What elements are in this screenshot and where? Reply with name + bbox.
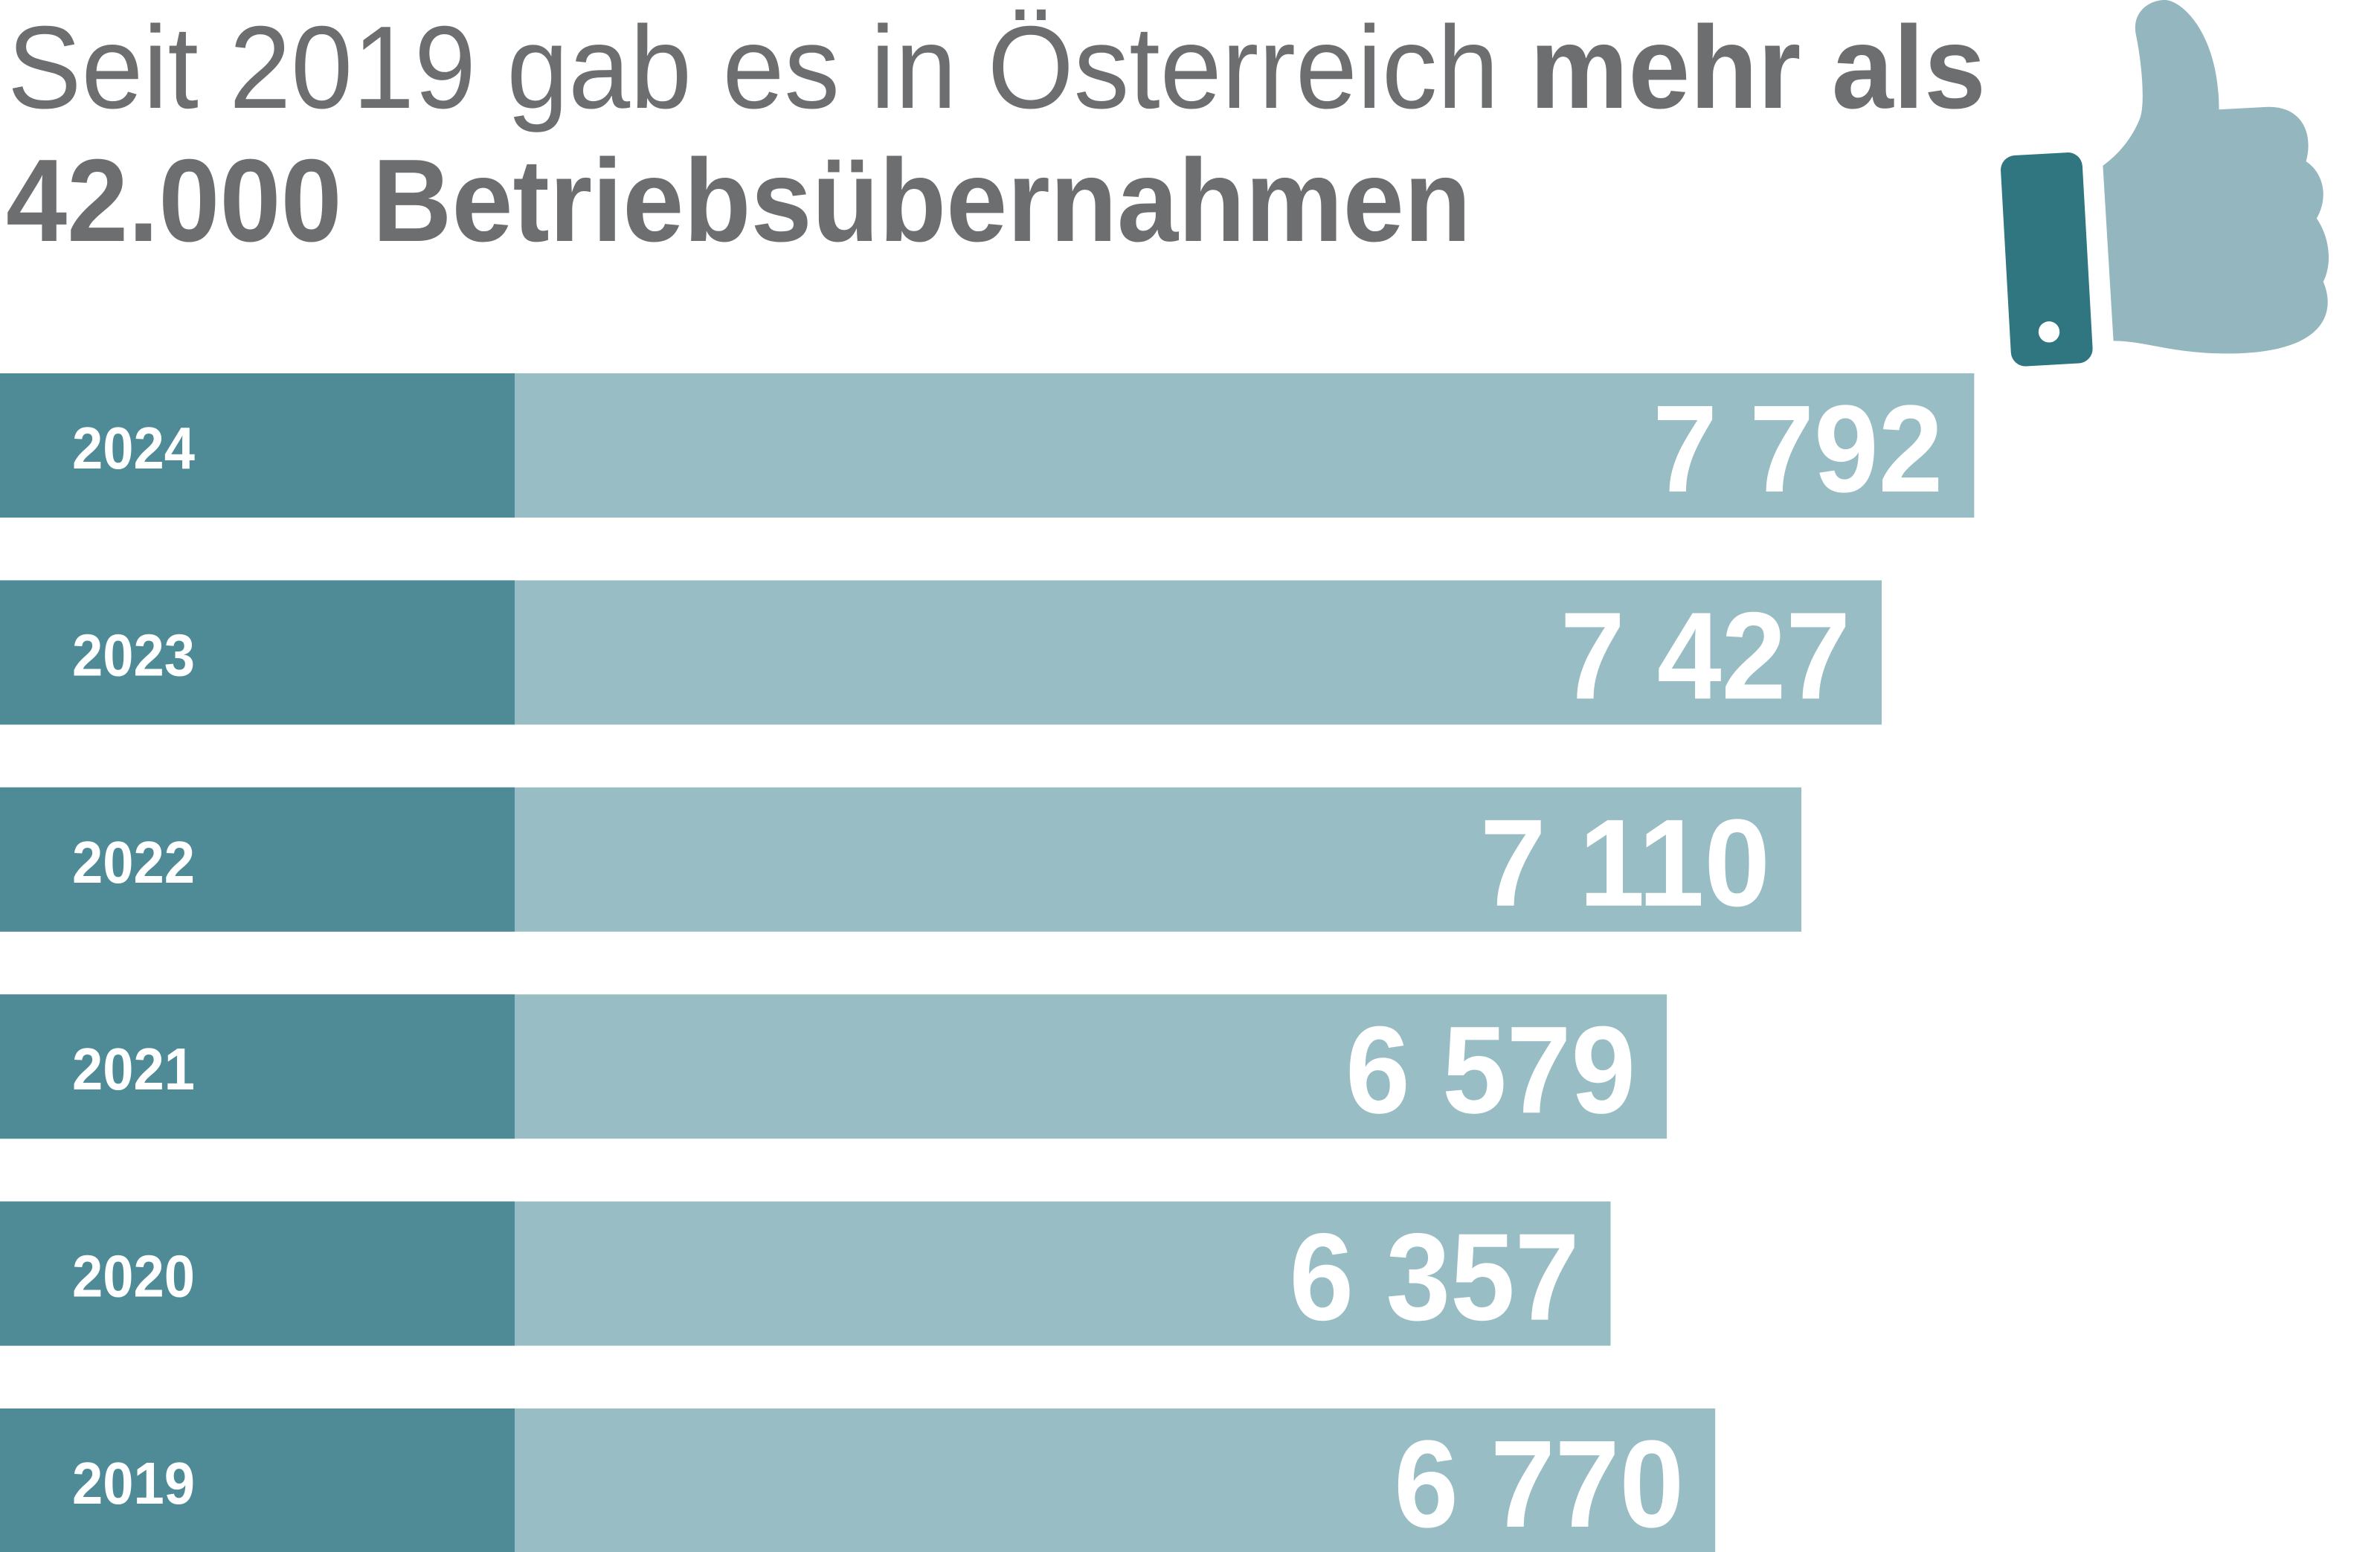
value-label-2023: 7 427 — [1560, 587, 1850, 725]
bar-group: 2024 7 792 2023 7 427 2022 7 110 2021 6 579 2020… — [0, 373, 1975, 1552]
bar-label-segment-2021 — [0, 994, 515, 1139]
category-label-2024: 2024 — [72, 415, 195, 481]
value-label-2020: 6 357 — [1290, 1208, 1580, 1347]
headline-line-2: 42.000 Betriebsübernahmen — [6, 135, 1471, 266]
bar-label-segment-2019 — [0, 1408, 515, 1552]
category-label-2023: 2023 — [72, 622, 195, 688]
thumb-hand — [2103, 0, 2329, 354]
bar-label-segment-2023 — [0, 580, 515, 725]
headline-bold: mehr als — [1530, 2, 1986, 133]
bar-label-segment-2024 — [0, 373, 515, 518]
category-label-2020: 2020 — [72, 1243, 195, 1310]
category-label-2019: 2019 — [72, 1450, 195, 1516]
category-label-2022: 2022 — [72, 829, 195, 895]
value-label-2022: 7 110 — [1480, 794, 1770, 933]
thumbs-up-icon — [2001, 0, 2329, 367]
bar-label-segment-2022 — [0, 787, 515, 932]
headline-normal: Seit 2019 gab es in Österreich — [7, 2, 1530, 133]
thumb-cuff — [2001, 152, 2093, 367]
bar-label-segment-2020 — [0, 1201, 515, 1346]
value-label-2024: 7 792 — [1653, 380, 1943, 518]
value-label-2019: 6 770 — [1394, 1415, 1684, 1552]
headline-line-1: Seit 2019 gab es in Österreich mehr als — [7, 2, 1986, 133]
thumb-cuff-button — [2038, 321, 2060, 343]
value-label-2021: 6 579 — [1345, 1001, 1636, 1139]
category-label-2021: 2021 — [72, 1036, 195, 1102]
